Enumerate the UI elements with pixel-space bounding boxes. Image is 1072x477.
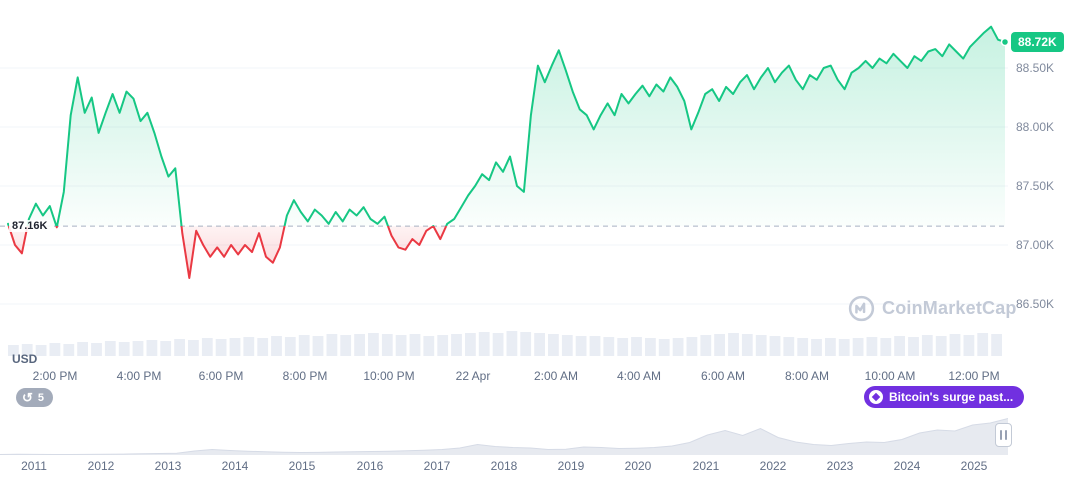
time-axis-label: 6:00 PM xyxy=(198,369,244,383)
navigator-year-label[interactable]: 2024 xyxy=(893,459,921,473)
baseline-price-label: 87.16K xyxy=(9,220,51,232)
navigator-year-label[interactable]: 2011 xyxy=(21,459,47,473)
time-axis-label: 2:00 AM xyxy=(533,369,579,383)
history-icon: ↺ xyxy=(22,390,33,405)
navigator-year-label[interactable]: 2023 xyxy=(826,459,854,473)
price-axis-label: 87.00K xyxy=(1016,238,1055,252)
navigator-year-label[interactable]: 2020 xyxy=(624,459,652,473)
price-chart-canvas[interactable] xyxy=(0,0,1008,360)
time-axis-label: 10:00 AM xyxy=(864,369,916,383)
annotation-count-pill[interactable]: ↺ 5 xyxy=(16,388,54,407)
news-pill-label: Bitcoin's surge past... xyxy=(889,390,1014,404)
current-price-badge: 88.72K xyxy=(1011,32,1064,52)
navigator-year-label[interactable]: 2025 xyxy=(960,459,988,473)
navigator-year-label[interactable]: 2021 xyxy=(692,459,720,473)
annotation-count: 5 xyxy=(37,391,45,404)
news-annotation-pill[interactable]: Bitcoin's surge past... xyxy=(864,386,1025,408)
time-axis-label: 8:00 PM xyxy=(282,369,328,383)
time-axis-label: 4:00 PM xyxy=(116,369,162,383)
navigator-year-label[interactable]: 2014 xyxy=(221,459,249,473)
news-marker-icon xyxy=(869,390,883,404)
time-axis-label: 8:00 AM xyxy=(784,369,830,383)
last-price-dot xyxy=(1000,37,1008,47)
navigator-year-label[interactable]: 2019 xyxy=(557,459,585,473)
time-axis-label: 4:00 AM xyxy=(616,369,662,383)
time-axis-label: 12:00 PM xyxy=(948,369,1000,383)
time-axis-label: 10:00 PM xyxy=(363,369,415,383)
volume-bars xyxy=(8,331,1002,356)
price-axis-label: 87.50K xyxy=(1016,179,1055,193)
price-axis-label: 88.00K xyxy=(1016,120,1055,134)
navigator-outline xyxy=(0,418,1008,455)
timeline-navigator[interactable] xyxy=(0,413,1008,455)
price-axis: 88.72K 88.50K 88.00K 87.50K 87.00K 86.50K xyxy=(1008,0,1072,360)
navigator-year-label[interactable]: 2018 xyxy=(490,459,518,473)
price-axis-label: 88.50K xyxy=(1016,61,1055,75)
navigator-year-label[interactable]: 2015 xyxy=(288,459,316,473)
navigator-year-label[interactable]: 2012 xyxy=(87,459,115,473)
navigator-drag-handle[interactable] xyxy=(995,423,1012,447)
navigator-history-silhouette xyxy=(0,418,1008,455)
watermark-text: CoinMarketCap xyxy=(882,298,1017,318)
area-above-baseline xyxy=(8,26,1005,227)
navigator-year-label[interactable]: 2022 xyxy=(759,459,787,473)
coinmarketcap-logo-icon xyxy=(848,295,875,322)
navigator-year-label[interactable]: 2017 xyxy=(423,459,451,473)
currency-unit-label: USD xyxy=(12,352,38,366)
time-axis-label: 6:00 AM xyxy=(700,369,746,383)
price-axis-label: 86.50K xyxy=(1016,297,1055,311)
area-below-baseline xyxy=(8,226,447,278)
time-axis-label: 22 Apr xyxy=(455,369,491,383)
navigator-year-label[interactable]: 2016 xyxy=(356,459,384,473)
time-axis-label: 2:00 PM xyxy=(32,369,78,383)
watermark: CoinMarketCap xyxy=(848,295,1017,322)
navigator-year-label[interactable]: 2013 xyxy=(154,459,182,473)
price-line-up xyxy=(7,25,1006,227)
